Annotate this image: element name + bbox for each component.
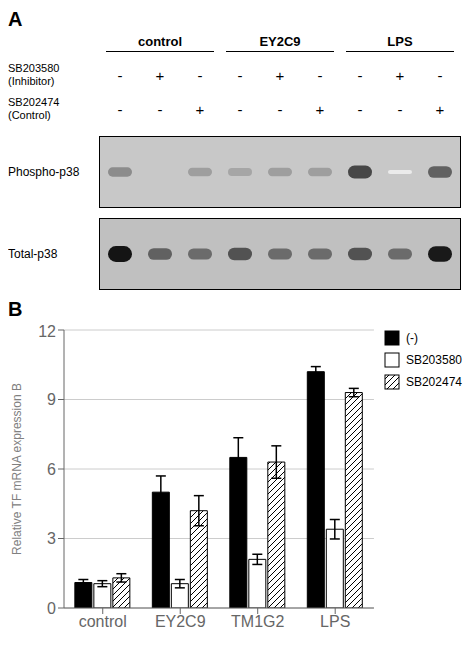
svg-text:Relative TF mRNA expression B: Relative TF mRNA expression B xyxy=(10,383,24,555)
html-text:B: B xyxy=(8,298,23,320)
svg-text:control: control xyxy=(79,613,127,630)
svg-text:3: 3 xyxy=(47,530,56,547)
html-text:SB202474 (Control): SB202474 (Control) xyxy=(8,96,60,121)
html-text:EY2C9: EY2C9 xyxy=(259,34,301,49)
html-text:SB203580 (Inhibitor): SB203580 (Inhibitor) xyxy=(8,62,60,87)
svg-text:9: 9 xyxy=(47,391,56,408)
html-text:LPS: LPS xyxy=(387,34,413,49)
svg-text:6: 6 xyxy=(47,461,56,478)
html-text:SB203580: SB203580 xyxy=(405,353,462,367)
html-text:A: A xyxy=(8,8,23,30)
svg-text:EY2C9: EY2C9 xyxy=(155,613,206,630)
svg-text:0: 0 xyxy=(47,600,56,617)
html-text:Total-p38: Total-p38 xyxy=(8,247,58,261)
svg-text:LPS: LPS xyxy=(320,613,350,630)
html-text:Phospho-p38: Phospho-p38 xyxy=(8,165,80,179)
html-text:control: control xyxy=(138,34,182,49)
svg-text:12: 12 xyxy=(38,323,56,340)
svg-text:TM1G2: TM1G2 xyxy=(231,613,284,630)
html-text:SB202474: SB202474 xyxy=(405,375,462,389)
